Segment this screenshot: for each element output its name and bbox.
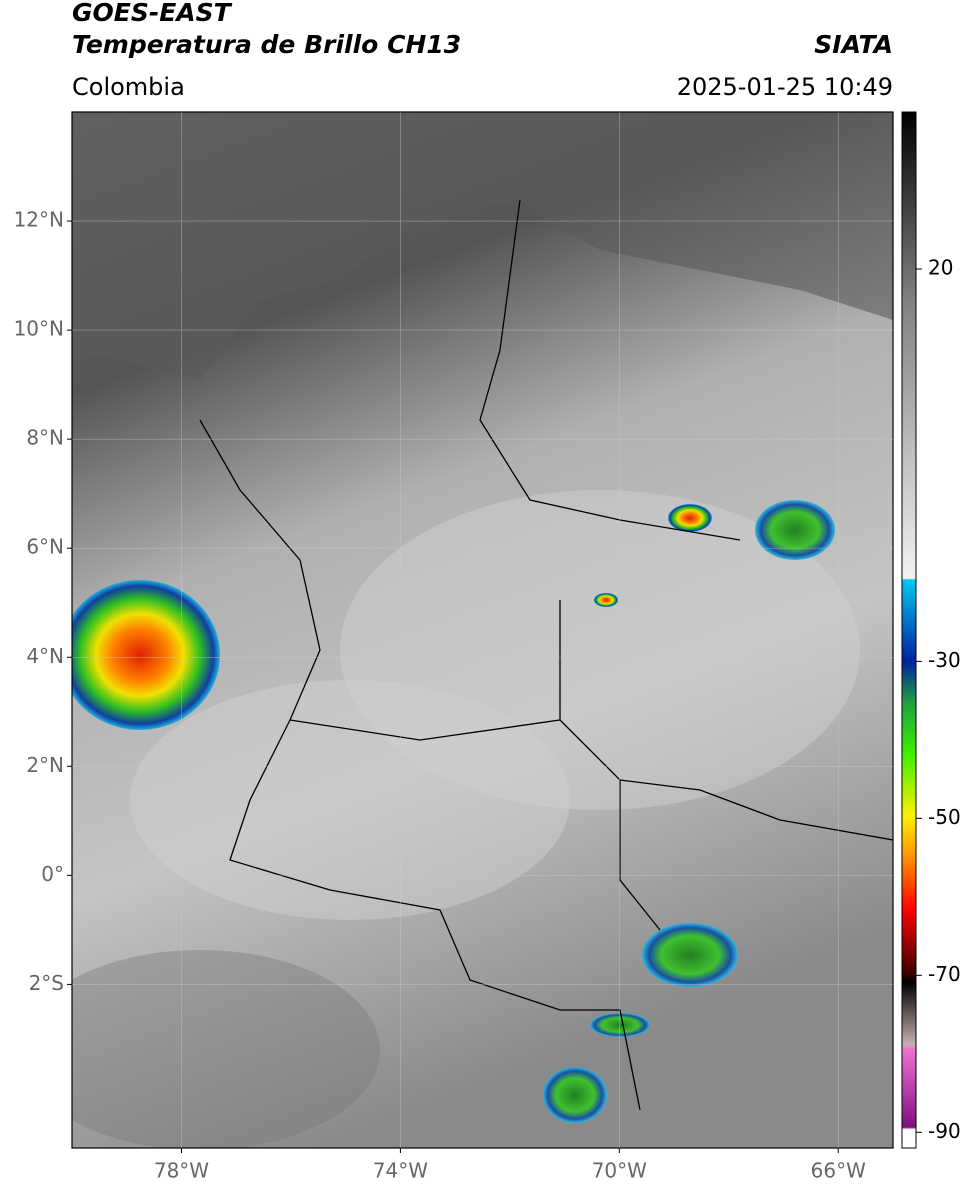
y-tick-label: 12°N [14, 208, 64, 232]
x-tick-label: 74°W [373, 1159, 428, 1183]
y-tick-label: 8°N [26, 426, 64, 450]
y-tick-label: 6°N [26, 535, 64, 559]
colorbar-tick-label: 20 [928, 255, 953, 279]
region: Colombia [72, 73, 185, 101]
y-tick-label: 0° [41, 862, 64, 886]
y-tick-label: 2°N [26, 753, 64, 777]
datetime: 2025-01-25 10:49 [677, 73, 893, 101]
map-frame [71, 111, 894, 1149]
y-tick-label: 4°N [26, 644, 64, 668]
subtitle: Temperatura de Brillo CH13 [72, 30, 461, 59]
x-tick-label: 66°W [811, 1159, 866, 1183]
colorbar [901, 111, 917, 1149]
y-tick-label: 2°S [29, 971, 64, 995]
satellite-image [72, 112, 893, 1148]
colorbar-tick-label: -50 [928, 805, 961, 829]
colorbar-tick-label: -70 [928, 962, 961, 986]
y-tick-label: 10°N [14, 317, 64, 341]
x-tick-label: 78°W [154, 1159, 209, 1183]
colorbar-tick-label: -90 [928, 1119, 961, 1143]
x-tick-label: 70°W [592, 1159, 647, 1183]
colorbar-tick-label: -30 [928, 648, 961, 672]
title: GOES-EAST [72, 0, 233, 27]
source: SIATA [814, 30, 893, 59]
